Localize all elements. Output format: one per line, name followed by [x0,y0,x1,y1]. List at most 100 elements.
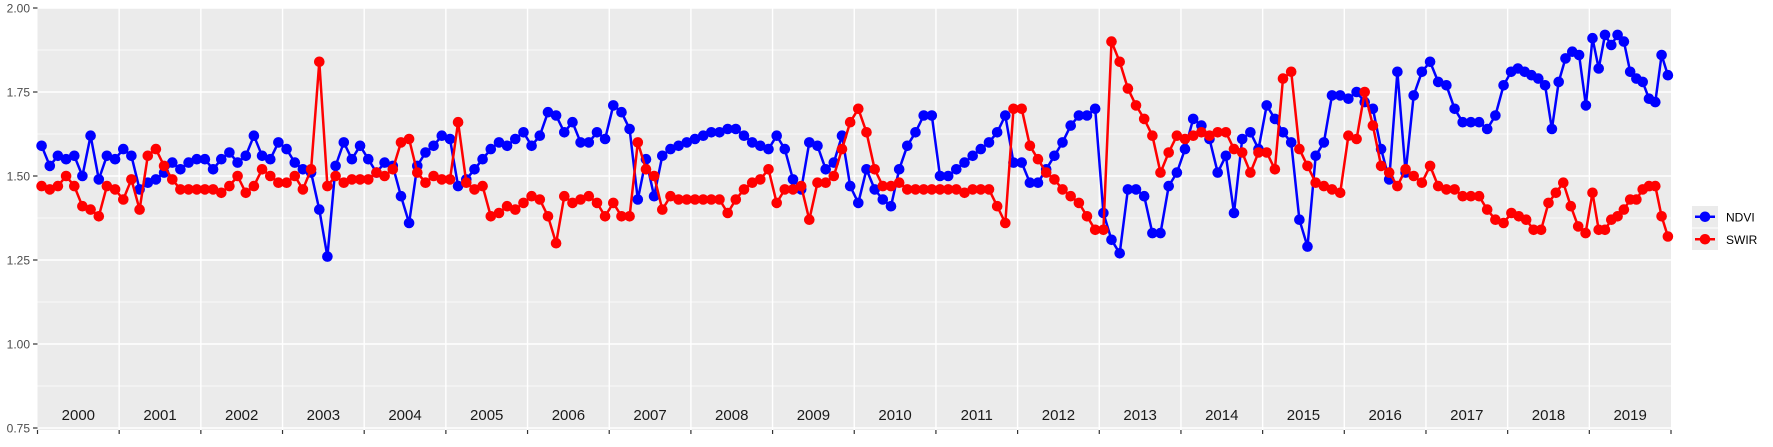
data-point [452,116,464,128]
legend-key-point [1699,233,1711,245]
data-point [379,170,390,182]
y-axis: 2.00 1.75 1.50 1.25 1.00 0.75 [7,2,38,436]
data-point [1392,180,1403,192]
data-point [844,116,856,128]
data-point [444,174,456,185]
data-point [1383,167,1395,178]
data-point [461,177,472,188]
data-point [1359,86,1370,98]
data-point [730,194,742,205]
data-point [1367,120,1379,131]
data-point [1212,127,1223,138]
data-point [1343,130,1354,141]
data-point [648,170,660,182]
data-point [518,197,529,209]
year-label: 2001 [143,407,176,424]
data-point [951,164,962,175]
data-point [265,153,276,165]
data-point [1457,116,1468,128]
data-point [665,143,676,155]
data-point [877,194,889,205]
data-point [591,127,603,138]
data-point [477,180,488,192]
data-point [1416,177,1428,188]
data-point [1573,49,1585,61]
data-point [1277,73,1289,84]
data-point [1424,56,1436,68]
data-point [501,140,513,152]
data-point [640,164,652,175]
data-point [510,204,521,215]
data-point [893,164,905,175]
data-point [126,150,137,162]
year-label: 2006 [552,407,585,424]
data-point [542,211,554,222]
data-point [77,200,88,212]
data-point [959,157,970,168]
data-point [240,150,252,162]
data-point [1269,164,1281,175]
data-point [1599,224,1611,236]
data-point [1171,130,1183,141]
data-point [1520,214,1532,225]
year-label: 2007 [633,407,666,424]
data-point [1662,69,1674,81]
data-point [1392,66,1403,78]
data-point [746,177,758,188]
data-point [1220,150,1232,162]
legend-label: NDVI [1726,210,1755,224]
data-point [567,197,578,209]
data-point [485,143,497,155]
data-point [1612,29,1623,41]
data-point [738,184,750,195]
data-point [1416,66,1428,78]
data-point [338,177,350,188]
data-point [346,153,358,165]
data-point [199,184,211,195]
data-point [885,200,897,212]
year-label: 2011 [961,407,993,424]
data-point [575,194,586,205]
data-point [452,180,464,192]
data-point [281,177,292,188]
data-point [583,190,595,202]
data-point [1318,137,1330,148]
data-point [60,170,72,182]
data-point [1147,130,1158,141]
data-point [673,140,684,152]
year-label: 2017 [1450,407,1483,424]
data-point [1343,93,1354,104]
data-point [1606,39,1617,51]
data-point [657,150,668,162]
data-point [395,137,407,148]
year-label: 2009 [797,407,830,424]
data-point [1114,248,1125,259]
year-label: 2000 [62,407,95,424]
data-point [1572,221,1584,232]
data-point [1138,113,1150,125]
data-point [158,160,170,172]
data-point [1432,76,1444,88]
data-point [387,164,399,175]
data-point [436,174,448,185]
data-point [706,127,717,138]
data-point [1228,143,1240,155]
data-point [1204,130,1215,141]
data-point [1533,73,1544,84]
data-point [1310,150,1321,162]
data-point [265,170,276,182]
data-point [1171,167,1183,178]
data-point [101,150,113,162]
data-point [216,187,227,199]
data-point [207,184,219,195]
data-point [1624,66,1636,78]
data-point [869,164,880,175]
data-point [1261,147,1272,158]
data-point [501,200,513,212]
series-ndvi [36,29,1674,262]
data-point [1498,217,1509,229]
data-point [1000,110,1011,121]
data-point [477,153,488,165]
data-point [510,133,521,145]
data-point [632,194,644,205]
